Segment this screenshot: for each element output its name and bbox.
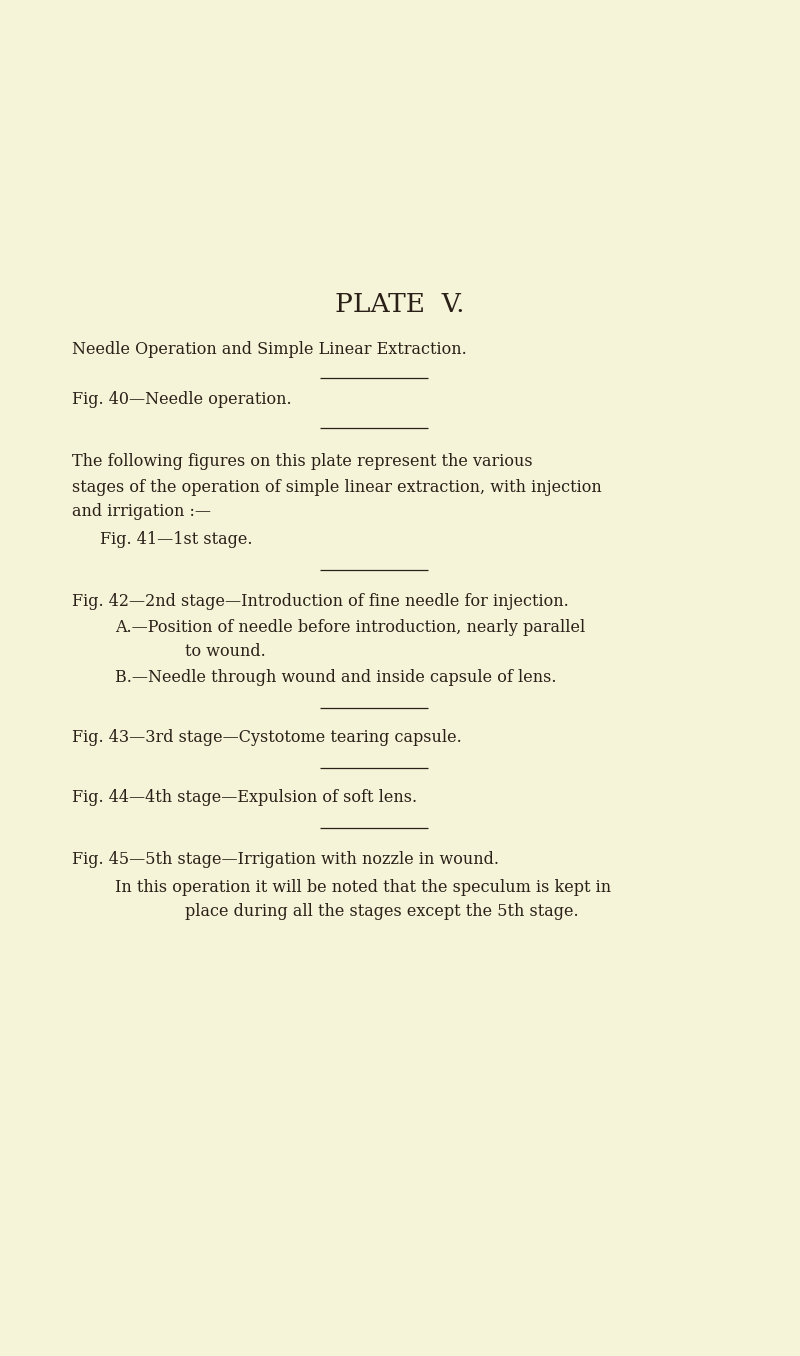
Text: Fig. 44—4th stage—Expulsion of soft lens.: Fig. 44—4th stage—Expulsion of soft lens…	[72, 789, 417, 807]
Text: to wound.: to wound.	[185, 644, 266, 660]
Text: PLATE  V.: PLATE V.	[335, 293, 465, 317]
Text: A.—Position of needle before introduction, nearly parallel: A.—Position of needle before introductio…	[115, 620, 586, 636]
Text: Fig. 40—Needle operation.: Fig. 40—Needle operation.	[72, 392, 292, 408]
Text: Fig. 42—2nd stage—Introduction of fine needle for injection.: Fig. 42—2nd stage—Introduction of fine n…	[72, 594, 569, 610]
Text: Fig. 43—3rd stage—Cystotome tearing capsule.: Fig. 43—3rd stage—Cystotome tearing caps…	[72, 730, 462, 747]
Text: place during all the stages except the 5th stage.: place during all the stages except the 5…	[185, 903, 578, 921]
Text: Needle Operation and Simple Linear Extraction.: Needle Operation and Simple Linear Extra…	[72, 342, 466, 358]
Text: stages of the operation of simple linear extraction, with injection: stages of the operation of simple linear…	[72, 479, 602, 495]
Text: B.—Needle through wound and inside capsule of lens.: B.—Needle through wound and inside capsu…	[115, 670, 557, 686]
Text: and irrigation :—: and irrigation :—	[72, 503, 211, 521]
Text: Fig. 45—5th stage—Irrigation with nozzle in wound.: Fig. 45—5th stage—Irrigation with nozzle…	[72, 852, 499, 868]
Text: Fig. 41—1st stage.: Fig. 41—1st stage.	[100, 532, 253, 548]
Text: In this operation it will be noted that the speculum is kept in: In this operation it will be noted that …	[115, 880, 611, 896]
Text: The following figures on this plate represent the various: The following figures on this plate repr…	[72, 453, 533, 471]
